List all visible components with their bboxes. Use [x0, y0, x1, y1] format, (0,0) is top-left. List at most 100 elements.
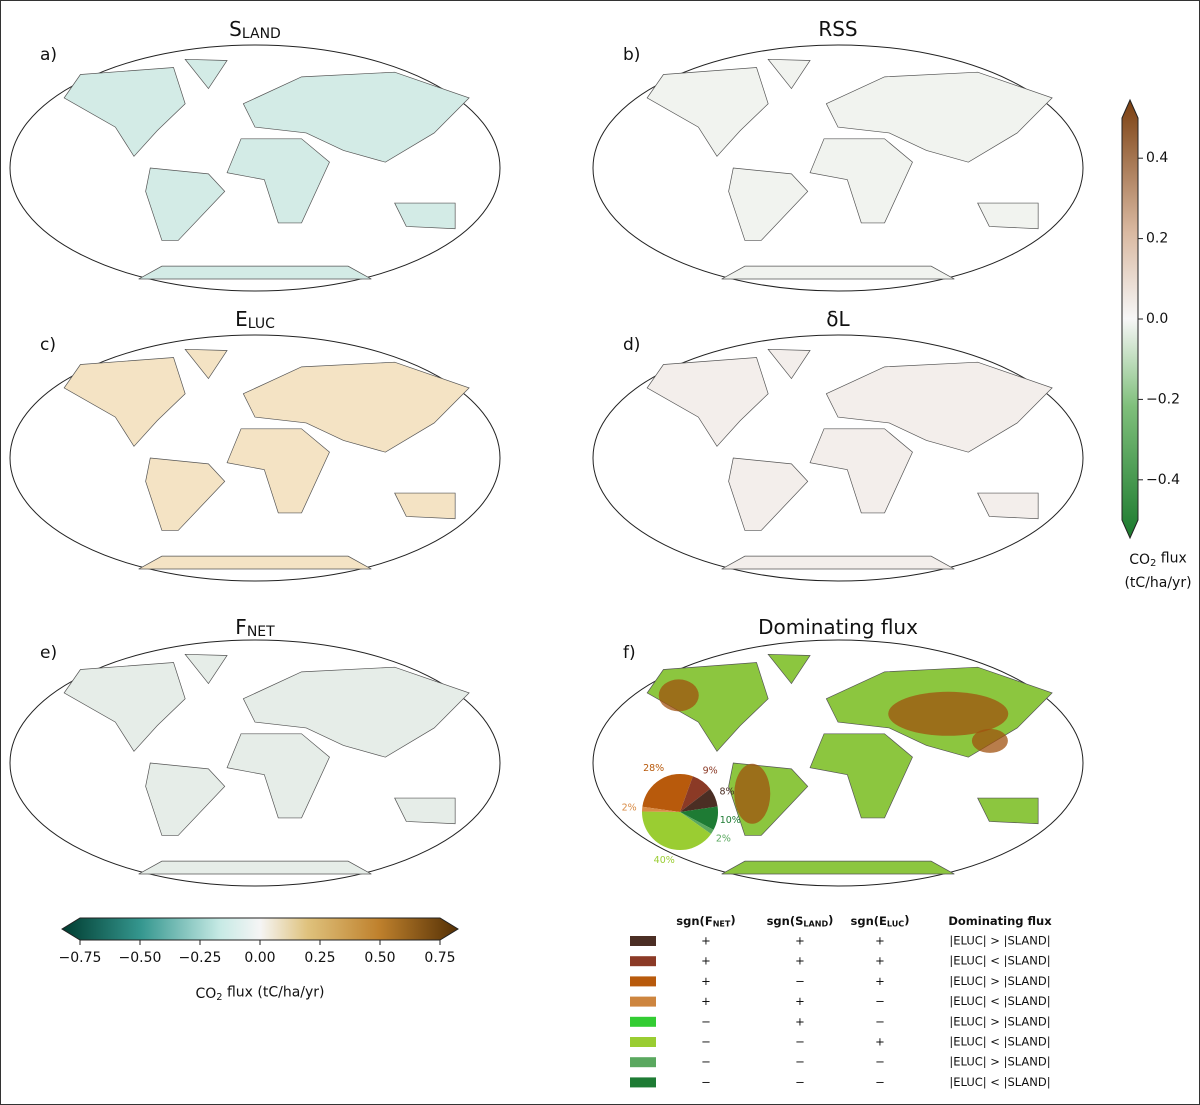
- land: [184, 653, 228, 685]
- pie-label: 10%: [720, 815, 741, 826]
- land: [226, 138, 330, 224]
- land: [721, 555, 955, 570]
- land: [242, 666, 470, 758]
- land: [242, 361, 470, 453]
- legend-swatch: [630, 1057, 656, 1068]
- flux-patch: [734, 763, 771, 824]
- text-part: ): [730, 912, 735, 926]
- land: [184, 58, 228, 90]
- table-cell: −: [701, 1035, 711, 1049]
- text-part: NET: [713, 919, 731, 928]
- legend-swatch: [630, 996, 656, 1007]
- text-part: ): [904, 912, 909, 926]
- pie-slice: [642, 774, 693, 812]
- text-part: sgn(F: [676, 914, 712, 928]
- land: [977, 492, 1039, 520]
- table-cell: |ELUC| > |SLAND|: [949, 974, 1050, 988]
- table-cell: −: [875, 994, 885, 1008]
- text-part: LUC: [248, 316, 275, 332]
- text-part: NET: [247, 624, 275, 640]
- legend-swatch: [630, 936, 656, 946]
- table-header: sgn(FNET): [676, 912, 735, 927]
- table-header: sgn(ELUC): [851, 912, 910, 927]
- land: [242, 71, 470, 163]
- land: [809, 138, 913, 224]
- table-cell: −: [875, 1075, 885, 1089]
- land: [63, 67, 186, 157]
- table-cell: +: [795, 954, 805, 968]
- legend-swatch: [630, 1016, 656, 1027]
- panel-label: e): [40, 643, 57, 663]
- land: [394, 202, 456, 230]
- land: [825, 71, 1053, 163]
- text-part: 2: [1150, 558, 1156, 569]
- land: [138, 555, 372, 570]
- flux-patch: [888, 691, 1009, 736]
- x-tick-label: −0.25: [179, 950, 222, 966]
- land: [226, 428, 330, 514]
- text-part: sgn(S: [767, 914, 804, 928]
- pie-slice: [680, 812, 714, 834]
- panel-title: ELUC: [235, 307, 275, 333]
- legend-swatch: [630, 976, 656, 987]
- table-cell: −: [795, 974, 805, 988]
- pie-slice: [680, 806, 718, 830]
- flux-patch: [971, 728, 1008, 753]
- table-cell: |ELUC| < |SLAND|: [949, 1075, 1050, 1089]
- colorbar: [1121, 98, 1139, 540]
- table-cell: −: [875, 1014, 885, 1028]
- pie-label: 2%: [622, 803, 637, 814]
- text-part: CO: [1129, 552, 1150, 568]
- table-cell: +: [875, 934, 885, 948]
- pie-label: 40%: [654, 855, 675, 866]
- text-part: Dominating flux: [758, 615, 918, 639]
- land: [728, 167, 809, 241]
- y-tick-label: 0.2: [1146, 231, 1168, 247]
- table-header: sgn(SLAND): [767, 912, 834, 927]
- x-tick-label: −0.50: [119, 950, 162, 966]
- legend-swatch: [630, 1077, 656, 1088]
- land: [646, 357, 769, 447]
- text-part: δL: [826, 307, 850, 331]
- land: [977, 202, 1039, 230]
- x-tick-label: 0.50: [364, 950, 395, 966]
- table-cell: |ELUC| < |SLAND|: [949, 954, 1050, 968]
- panel-label: f): [623, 643, 636, 663]
- land: [767, 653, 811, 685]
- y-tick-label: 0.4: [1146, 150, 1168, 166]
- land: [728, 457, 809, 531]
- land: [138, 860, 372, 875]
- pie-label: 28%: [643, 763, 664, 774]
- colorbar-label: CO2 flux (tC/ha/yr): [195, 985, 324, 1003]
- table-cell: −: [875, 1055, 885, 1069]
- panel-label: d): [623, 335, 640, 355]
- table-header: Dominating flux: [948, 914, 1052, 928]
- pie-label: 9%: [703, 765, 718, 776]
- table-cell: +: [701, 934, 711, 948]
- land: [825, 361, 1053, 453]
- land: [767, 58, 811, 90]
- flux-patch: [658, 679, 699, 712]
- pie-slice: [642, 811, 712, 850]
- text-part: flux: [1156, 551, 1186, 567]
- text-part: E: [235, 307, 248, 331]
- pie-slice: [680, 776, 711, 812]
- table-cell: +: [795, 934, 805, 948]
- x-tick-label: −0.75: [59, 950, 102, 966]
- table-cell: +: [875, 974, 885, 988]
- text-part: LAND: [242, 26, 281, 42]
- land: [809, 733, 913, 819]
- table-cell: +: [701, 974, 711, 988]
- land: [721, 265, 955, 280]
- table-cell: −: [795, 1075, 805, 1089]
- y-tick-label: 0.0: [1146, 311, 1168, 327]
- table-cell: −: [795, 1055, 805, 1069]
- land: [809, 428, 913, 514]
- table-cell: +: [701, 994, 711, 1008]
- panel-title: Dominating flux: [758, 615, 918, 639]
- pie-slice: [642, 806, 680, 812]
- panel-label: b): [623, 45, 640, 65]
- land: [721, 860, 955, 875]
- y-tick-label: −0.4: [1146, 472, 1180, 488]
